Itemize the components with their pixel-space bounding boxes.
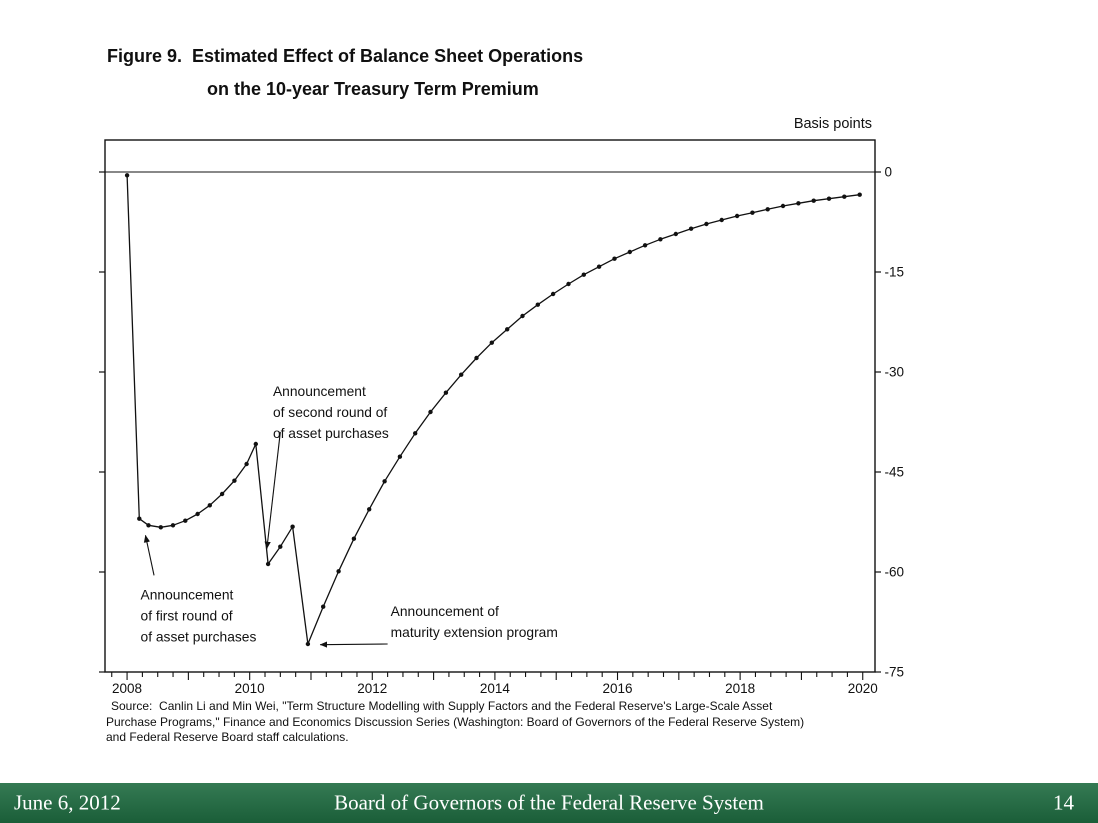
svg-text:2012: 2012 (357, 681, 387, 696)
source-line-1: Source: Canlin Li and Min Wei, "Term Str… (111, 699, 773, 713)
svg-text:2010: 2010 (235, 681, 265, 696)
svg-text:-75: -75 (885, 665, 905, 680)
series-term-premium (124, 173, 862, 647)
basis-points-label: Basis points (793, 116, 872, 132)
source-note: Source: Canlin Li and Min Wei, "Term Str… (106, 699, 804, 746)
svg-text:of asset purchases: of asset purchases (273, 426, 389, 441)
annotation-mep: Announcement of maturity extension progra… (319, 604, 558, 648)
annotation-qe1: Announcement of first round of of asset pu… (141, 534, 257, 644)
annotation-arrow-mep (319, 641, 388, 648)
series-markers (124, 173, 862, 647)
figure-title-line2: on the 10-year Treasury Term Premium (207, 79, 539, 99)
footer-page-number: 14 (1053, 790, 1074, 815)
svg-text:2014: 2014 (480, 681, 511, 696)
term-premium-chart: 0 -15 -30 -45 -60 -75 2008 2010 2012 2014 2016 2018… (99, 139, 904, 696)
svg-text:maturity extension program: maturity extension program (391, 625, 558, 640)
figure-title: Figure 9. Estimated Effect of Balance Sh… (107, 40, 583, 106)
svg-text:2018: 2018 (725, 681, 755, 696)
svg-text:-30: -30 (885, 365, 905, 380)
svg-text:2020: 2020 (848, 681, 878, 696)
source-line-2: Purchase Programs," Finance and Economic… (106, 714, 805, 729)
footer-org-title: Board of Governors of the Federal Reserv… (334, 790, 764, 815)
svg-text:of asset purchases: of asset purchases (141, 629, 257, 644)
svg-text:-15: -15 (885, 265, 905, 280)
svg-text:of second round of: of second round of (273, 405, 387, 420)
footer-bar: June 6, 2012 Board of Governors of the F… (0, 783, 1098, 823)
annotation-arrow-qe1 (143, 534, 155, 576)
svg-text:of first round of: of first round of (141, 608, 233, 623)
plot-frame (104, 139, 876, 673)
svg-text:2016: 2016 (602, 681, 632, 696)
svg-text:-60: -60 (885, 565, 905, 580)
figure-title-line1: Figure 9. Estimated Effect of Balance Sh… (107, 46, 584, 66)
x-axis: 2008 2010 2012 2014 2016 2018 2020 (111, 672, 878, 696)
svg-text:Announcement: Announcement (273, 384, 366, 399)
annotation-qe2: Announcement of second round of of asset p… (264, 384, 389, 550)
svg-text:Announcement of: Announcement of (391, 604, 499, 619)
source-line-3: and Federal Reserve Board staff calculat… (106, 730, 349, 744)
annotation-arrow-qe2 (264, 431, 281, 550)
svg-text:2008: 2008 (112, 681, 142, 696)
svg-text:0: 0 (885, 165, 893, 180)
svg-text:-45: -45 (885, 465, 905, 480)
footer-date: June 6, 2012 (14, 790, 121, 815)
y-axis: 0 -15 -30 -45 -60 -75 (99, 165, 904, 680)
svg-text:Announcement: Announcement (141, 587, 234, 602)
series-line (126, 175, 860, 645)
